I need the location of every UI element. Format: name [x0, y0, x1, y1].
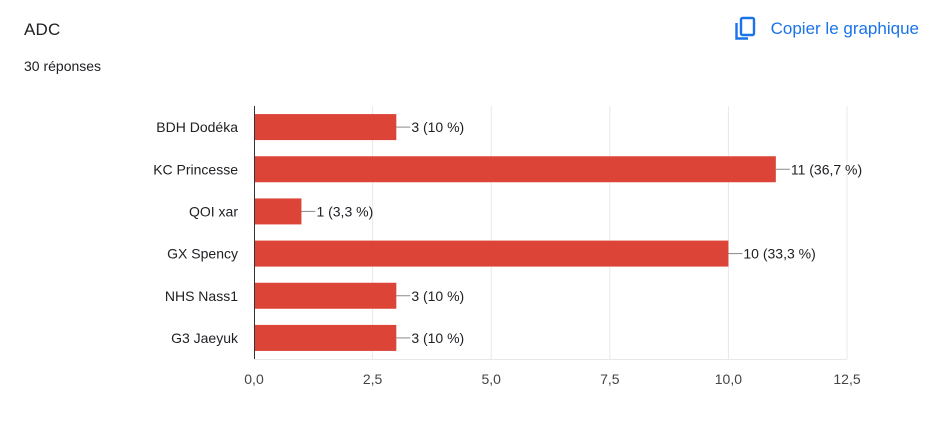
- category-label: BDH Dodéka: [156, 119, 238, 135]
- question-title: ADC: [24, 20, 61, 39]
- category-label: KC Princesse: [153, 161, 238, 177]
- copy-chart-button[interactable]: Copier le graphique: [733, 14, 919, 44]
- data-label: 11 (36,7 %): [791, 161, 862, 177]
- x-tick-label: 7,5: [600, 371, 620, 387]
- data-label: 3 (10 %): [411, 330, 464, 346]
- category-label: QOI xar: [189, 203, 238, 219]
- copy-icon: [733, 16, 757, 42]
- data-label: 3 (10 %): [411, 288, 464, 304]
- bar: [254, 156, 776, 183]
- bar: [254, 240, 729, 267]
- bar: [254, 282, 397, 309]
- copy-chart-label: Copier le graphique: [770, 19, 919, 38]
- response-count: 30 réponses: [24, 58, 102, 74]
- bar: [254, 324, 397, 351]
- x-tick-label: 12,5: [833, 371, 860, 387]
- bar: [254, 198, 302, 225]
- data-label: 10 (33,3 %): [743, 246, 815, 262]
- data-label: 1 (3,3 %): [316, 203, 373, 219]
- x-tick-label: 10,0: [715, 371, 742, 387]
- bar: [254, 114, 397, 141]
- category-label: G3 Jaeyuk: [171, 330, 239, 346]
- category-label: GX Spency: [167, 246, 238, 262]
- x-tick-label: 5,0: [481, 371, 501, 387]
- x-tick-label: 2,5: [363, 371, 383, 387]
- category-label: NHS Nass1: [165, 288, 238, 304]
- x-tick-label: 0,0: [244, 371, 264, 387]
- data-label: 3 (10 %): [411, 119, 464, 135]
